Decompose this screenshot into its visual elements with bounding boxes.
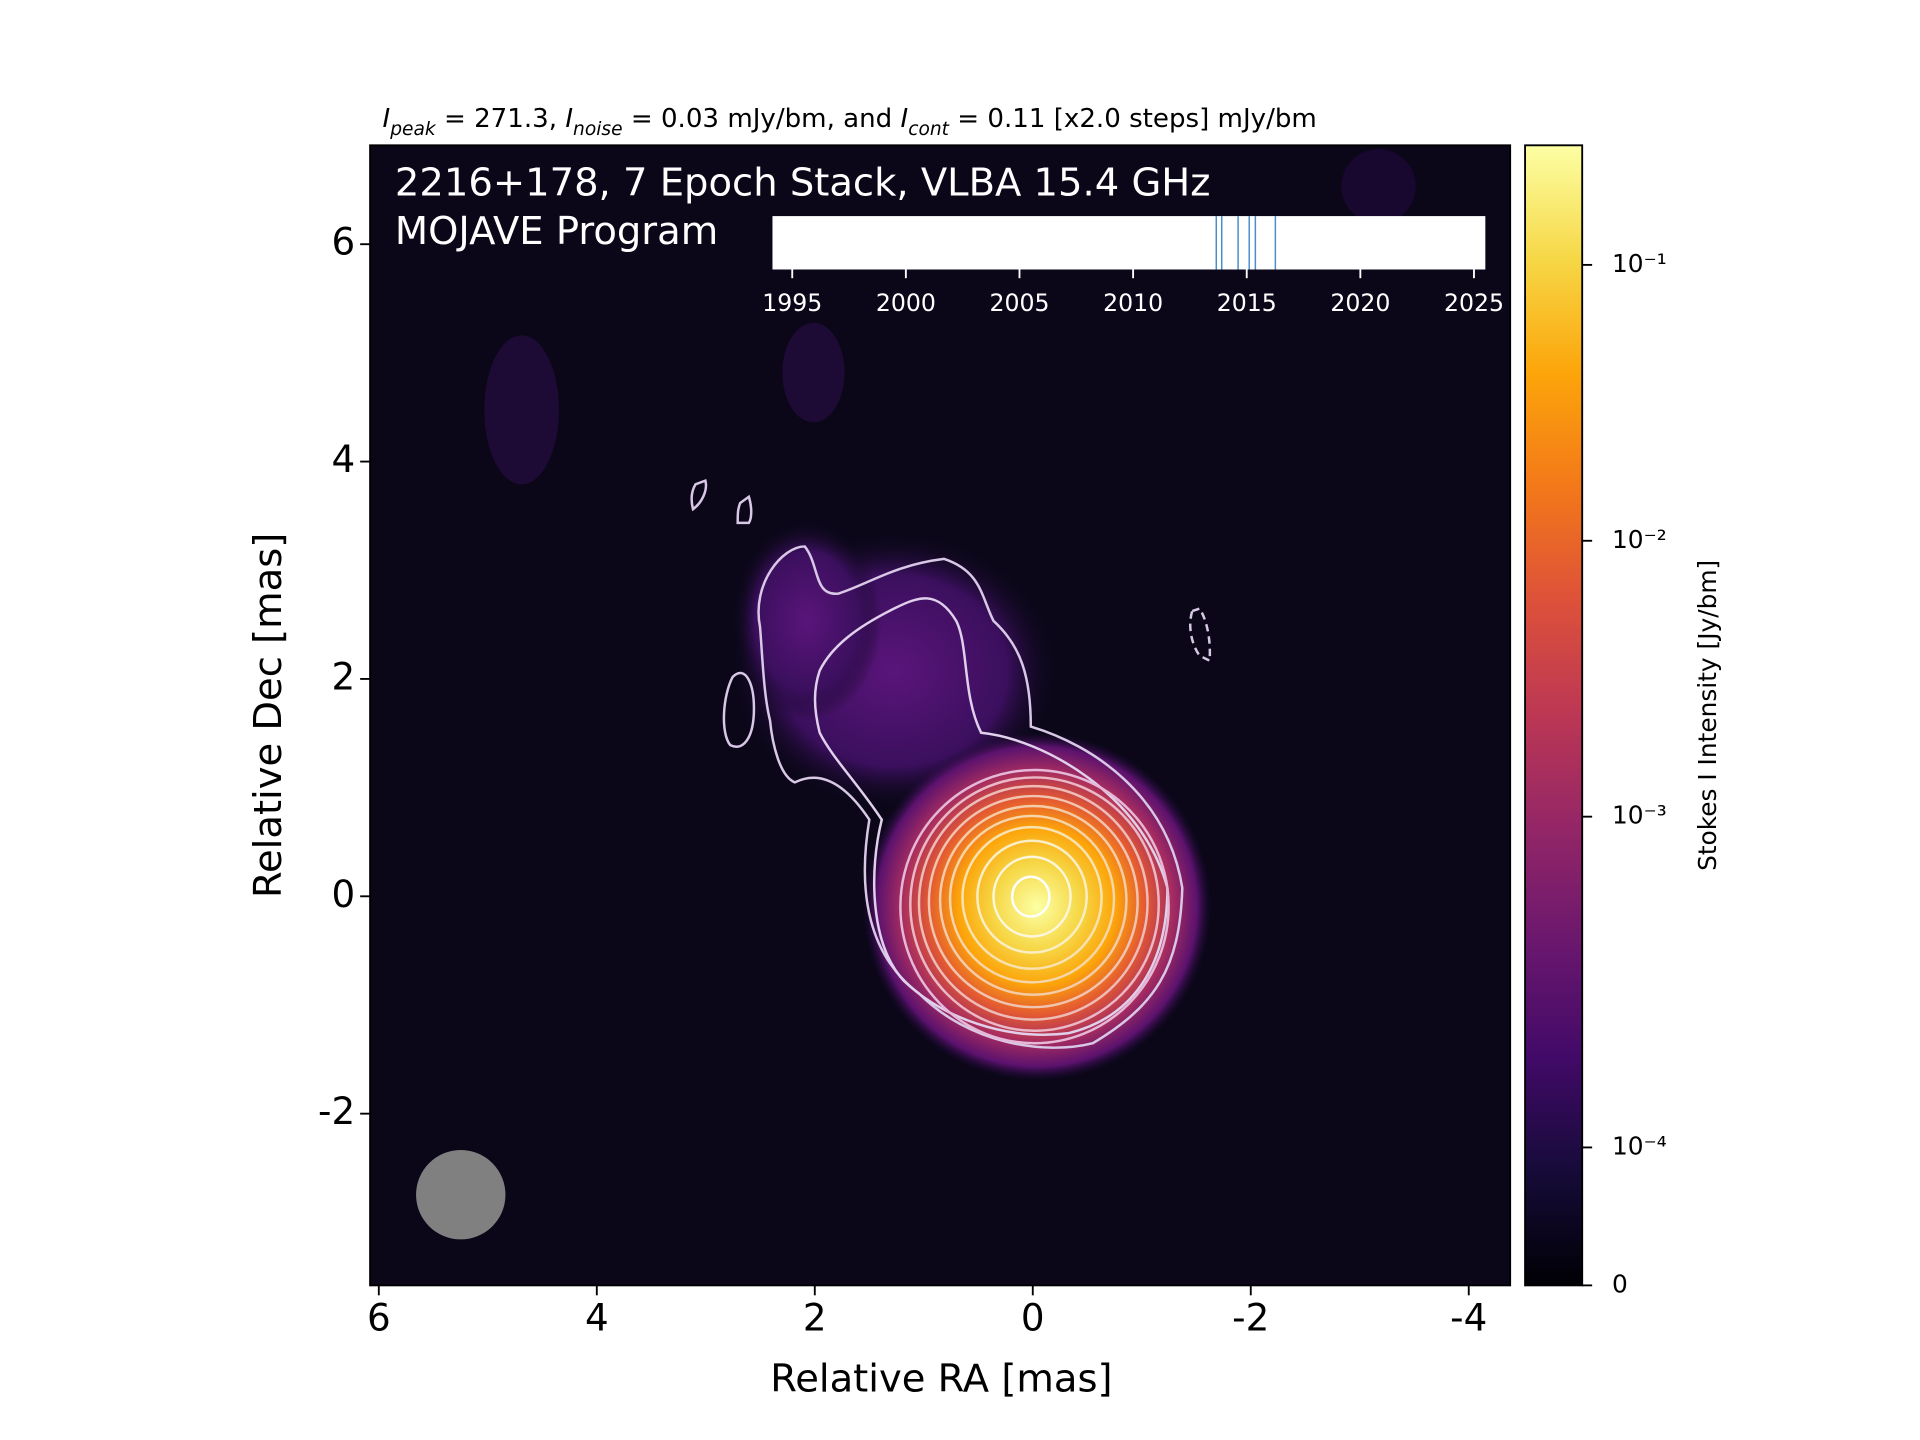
title-part: = 0.11 [x2.0 steps] mJy/bm bbox=[949, 104, 1317, 134]
colorbar-tick-label: 10⁻² bbox=[1612, 525, 1667, 554]
y-tick-label: -2 bbox=[318, 1089, 355, 1133]
colorbar-label: Stokes I Intensity [Jy/bm] bbox=[1693, 560, 1722, 871]
contour-line bbox=[917, 784, 1149, 1021]
contour-line bbox=[948, 814, 1116, 984]
contour-line bbox=[1189, 607, 1212, 663]
annotation: 2216+178, 7 Epoch Stack, VLBA 15.4 GHz bbox=[395, 161, 1211, 206]
y-tick-label: 0 bbox=[331, 872, 355, 916]
timeline-tick-label: 1995 bbox=[762, 289, 822, 317]
y-tick-label: 4 bbox=[331, 437, 355, 481]
timeline-tick-label: 2010 bbox=[1103, 289, 1163, 317]
contour-line bbox=[722, 671, 756, 748]
contour-line bbox=[1010, 875, 1051, 918]
colorbar-tick-label: 10⁻¹ bbox=[1612, 249, 1667, 278]
contour-line bbox=[736, 494, 753, 525]
noise-patch bbox=[484, 335, 559, 485]
noise-patch bbox=[1341, 149, 1416, 224]
contour-line bbox=[813, 597, 1169, 1036]
chart-title: Ipeak = 271.3, Inoise = 0.03 mJy/bm, and… bbox=[383, 104, 1317, 141]
contour-line bbox=[961, 825, 1103, 970]
contour-line bbox=[938, 804, 1128, 997]
epoch-timeline bbox=[772, 216, 1486, 270]
x-tick-label: 2 bbox=[803, 1296, 827, 1340]
beam bbox=[416, 1150, 506, 1240]
x-tick-label: 6 bbox=[367, 1296, 391, 1340]
axes-frame bbox=[369, 144, 1512, 1287]
timeline-tick-label: 2025 bbox=[1444, 289, 1504, 317]
contour-line bbox=[927, 794, 1139, 1009]
timeline-tick-label: 2000 bbox=[876, 289, 936, 317]
title-part: noise bbox=[573, 119, 623, 140]
contour-line bbox=[976, 839, 1088, 954]
colorbar-tick-label: 10⁻⁴ bbox=[1612, 1131, 1667, 1160]
annotation: MOJAVE Program bbox=[395, 209, 718, 254]
title-part: I bbox=[565, 104, 573, 134]
title-part: peak bbox=[389, 119, 437, 140]
title-part: = 271.3, bbox=[436, 104, 566, 134]
x-axis-label: Relative RA [mas] bbox=[770, 1357, 1112, 1402]
x-tick-label: -4 bbox=[1450, 1296, 1487, 1340]
title-part: I bbox=[383, 104, 391, 134]
x-tick-label: -2 bbox=[1232, 1296, 1269, 1340]
timeline-tick-label: 2020 bbox=[1330, 289, 1390, 317]
contour-line bbox=[690, 478, 708, 512]
contour-line bbox=[909, 776, 1160, 1033]
y-axis-label: Relative Dec [mas] bbox=[246, 533, 291, 898]
colorbar-tick-label: 10⁻³ bbox=[1612, 801, 1667, 830]
contours bbox=[690, 478, 1212, 1049]
title-part: = 0.03 mJy/bm, and bbox=[623, 104, 901, 134]
image-layer bbox=[370, 145, 1511, 1286]
y-tick-label: 6 bbox=[331, 220, 355, 264]
timeline-tick-label: 2015 bbox=[1217, 289, 1277, 317]
x-tick-label: 0 bbox=[1021, 1296, 1045, 1340]
colorbar-tick-label: 0 bbox=[1612, 1269, 1628, 1298]
title-part: I bbox=[901, 104, 909, 134]
contour-line bbox=[757, 545, 1184, 1049]
x-tick-label: 4 bbox=[585, 1296, 609, 1340]
noise-patch bbox=[782, 322, 845, 423]
timeline-tick-label: 2005 bbox=[989, 289, 1049, 317]
title-part: cont bbox=[908, 119, 949, 140]
colorbar bbox=[1524, 144, 1584, 1287]
contour-line bbox=[899, 768, 1170, 1045]
y-tick-label: 2 bbox=[331, 654, 355, 698]
contour-line bbox=[992, 855, 1072, 938]
